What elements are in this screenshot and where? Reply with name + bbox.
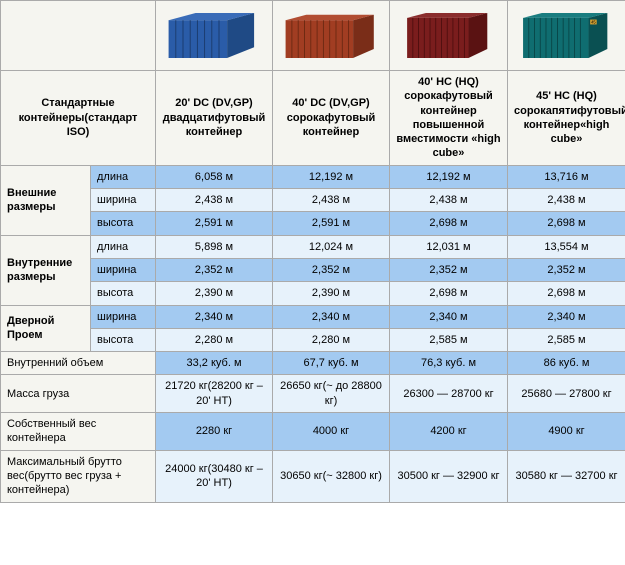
data-cell: 67,7 куб. м xyxy=(273,352,390,375)
data-cell: 2,390 м xyxy=(156,282,273,305)
group-label: Внешние размеры xyxy=(1,165,91,235)
data-cell: 4900 кг xyxy=(508,413,625,451)
dimension-label: ширина xyxy=(91,305,156,328)
table-row: Внутренний объем33,2 куб. м67,7 куб. м76… xyxy=(1,352,625,375)
data-cell: 2,340 м xyxy=(273,305,390,328)
data-cell: 12,192 м xyxy=(273,165,390,188)
data-cell: 2,438 м xyxy=(390,189,508,212)
col-header-3: 45' HC (HQ) сорокапятифутовый контейнер«… xyxy=(508,71,625,166)
data-cell: 13,554 м xyxy=(508,235,625,258)
data-cell: 30650 кг(~ 32800 кг) xyxy=(273,450,390,502)
dimension-label: длина xyxy=(91,235,156,258)
data-cell: 2,698 м xyxy=(508,212,625,235)
data-cell: 2,438 м xyxy=(156,189,273,212)
data-cell: 2,591 м xyxy=(156,212,273,235)
header-row: Стандартные контейнеры(стандарт ISO) 20'… xyxy=(1,71,625,166)
data-cell: 2,352 м xyxy=(390,258,508,281)
data-cell: 2,280 м xyxy=(273,328,390,351)
data-cell: 33,2 куб. м xyxy=(156,352,273,375)
col-header-1: 40' DC (DV,GP) сорокафутовый контейнер xyxy=(273,71,390,166)
data-cell: 2,352 м xyxy=(273,258,390,281)
data-cell: 2,698 м xyxy=(508,282,625,305)
data-cell: 25680 — 27800 кг xyxy=(508,375,625,413)
group-label: Дверной Проем xyxy=(1,305,91,352)
data-cell: 2,438 м xyxy=(273,189,390,212)
data-cell: 2,585 м xyxy=(508,328,625,351)
table-row: ширина2,352 м2,352 м2,352 м2,352 м xyxy=(1,258,625,281)
container-image-45hc: 45 xyxy=(508,1,625,71)
data-cell: 2,340 м xyxy=(390,305,508,328)
table-row: высота2,390 м2,390 м2,698 м2,698 м xyxy=(1,282,625,305)
table-row: высота2,591 м2,591 м2,698 м2,698 м xyxy=(1,212,625,235)
data-cell: 2,352 м xyxy=(156,258,273,281)
svg-text:45: 45 xyxy=(592,20,597,25)
data-cell: 86 куб. м xyxy=(508,352,625,375)
data-cell: 76,3 куб. м xyxy=(390,352,508,375)
data-cell: 26650 кг(~ до 28800 кг) xyxy=(273,375,390,413)
data-cell: 4200 кг xyxy=(390,413,508,451)
table-row: Дверной Проемширина2,340 м2,340 м2,340 м… xyxy=(1,305,625,328)
container-spec-table: 45 Стандартные контейнеры(стандарт ISO) … xyxy=(0,0,625,503)
data-cell: 2,340 м xyxy=(156,305,273,328)
col-header-2: 40' HC (HQ) сорокафутовый контейнер повы… xyxy=(390,71,508,166)
data-cell: 2,591 м xyxy=(273,212,390,235)
data-cell: 2,352 м xyxy=(508,258,625,281)
data-cell: 2280 кг xyxy=(156,413,273,451)
data-cell: 4000 кг xyxy=(273,413,390,451)
table-row: Собственный вес контейнера2280 кг4000 кг… xyxy=(1,413,625,451)
data-cell: 2,280 м xyxy=(156,328,273,351)
data-cell: 12,031 м xyxy=(390,235,508,258)
data-cell: 30500 кг — 32900 кг xyxy=(390,450,508,502)
table-row: Масса груза21720 кг(28200 кг – 20' HT)26… xyxy=(1,375,625,413)
container-image-20dc xyxy=(156,1,273,71)
group-label: Внутренние размеры xyxy=(1,235,91,305)
container-images-row: 45 xyxy=(1,1,625,71)
table-row: Максимальный брутто вес(брутто вес груза… xyxy=(1,450,625,502)
row-label: Масса груза xyxy=(1,375,156,413)
data-cell: 2,340 м xyxy=(508,305,625,328)
data-cell: 21720 кг(28200 кг – 20' HT) xyxy=(156,375,273,413)
col-header-0: 20' DC (DV,GP) двадцатифутовый контейнер xyxy=(156,71,273,166)
data-cell: 26300 — 28700 кг xyxy=(390,375,508,413)
container-image-40hc xyxy=(390,1,508,71)
dimension-label: ширина xyxy=(91,258,156,281)
dimension-label: ширина xyxy=(91,189,156,212)
row-label: Внутренний объем xyxy=(1,352,156,375)
table-row: ширина2,438 м2,438 м2,438 м2,438 м xyxy=(1,189,625,212)
row-label: Собственный вес контейнера xyxy=(1,413,156,451)
data-cell: 2,585 м xyxy=(390,328,508,351)
data-cell: 30580 кг — 32700 кг xyxy=(508,450,625,502)
row-label: Максимальный брутто вес(брутто вес груза… xyxy=(1,450,156,502)
data-cell: 2,438 м xyxy=(508,189,625,212)
dimension-label: высота xyxy=(91,212,156,235)
data-cell: 24000 кг(30480 кг – 20' HT) xyxy=(156,450,273,502)
data-cell: 5,898 м xyxy=(156,235,273,258)
container-image-40dc xyxy=(273,1,390,71)
row-label-header: Стандартные контейнеры(стандарт ISO) xyxy=(1,71,156,166)
data-cell: 2,698 м xyxy=(390,282,508,305)
table-row: Внешние размерыдлина6,058 м12,192 м12,19… xyxy=(1,165,625,188)
data-cell: 12,192 м xyxy=(390,165,508,188)
dimension-label: высота xyxy=(91,282,156,305)
table-row: высота2,280 м2,280 м2,585 м2,585 м xyxy=(1,328,625,351)
dimension-label: высота xyxy=(91,328,156,351)
data-cell: 2,390 м xyxy=(273,282,390,305)
data-cell: 12,024 м xyxy=(273,235,390,258)
data-cell: 2,698 м xyxy=(390,212,508,235)
dimension-label: длина xyxy=(91,165,156,188)
table-row: Внутренние размерыдлина5,898 м12,024 м12… xyxy=(1,235,625,258)
data-cell: 6,058 м xyxy=(156,165,273,188)
data-cell: 13,716 м xyxy=(508,165,625,188)
